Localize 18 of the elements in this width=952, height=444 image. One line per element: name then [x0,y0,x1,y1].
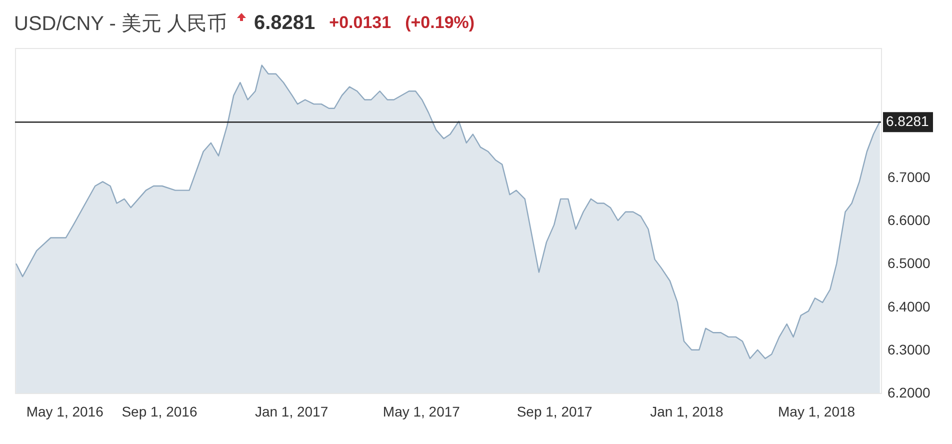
y-tick-label: 6.6000 [888,212,931,228]
x-tick-label: Jan 1, 2017 [254,404,328,420]
x-tick-label: May 1, 2017 [382,404,460,420]
chart-title: USD/CNY - 美元 人民币 [14,12,227,36]
x-tick-label: May 1, 2016 [26,404,104,420]
x-tick-label: Sep 1, 2016 [122,404,198,420]
text: (+0.19%) [405,13,475,33]
y-tick-label: 6.7000 [888,168,931,185]
text: 6.8281 [254,12,316,34]
y-tick-label: 6.4000 [888,298,931,314]
x-tick-label: Sep 1, 2017 [516,404,593,420]
x-tick-label: May 1, 2018 [778,404,856,420]
y-tick-label: 6.5000 [888,255,931,272]
ref-line-label: 6.8281 [886,113,930,130]
text: +0.0131 [329,13,392,33]
x-tick-label: Jan 1, 2018 [650,404,724,420]
y-tick-label: 6.2000 [888,384,931,400]
y-tick-label: 6.3000 [888,341,931,358]
